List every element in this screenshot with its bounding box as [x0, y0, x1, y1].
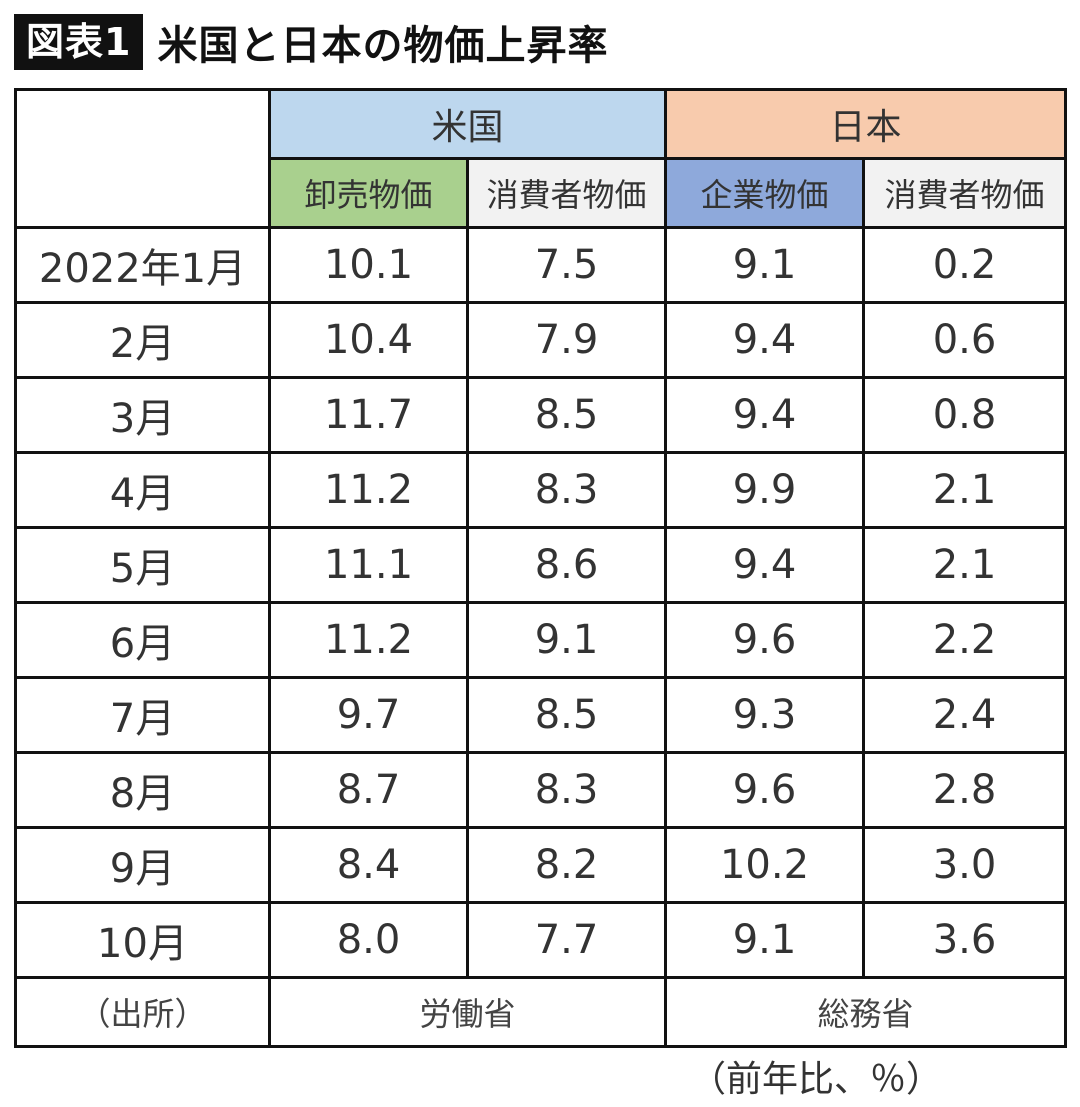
col-header-jp-consumer: 消費者物価: [862, 157, 1068, 229]
cell-us-wholesale: 10.1: [268, 226, 469, 304]
cell-jp-consumer: 0.2: [862, 226, 1068, 304]
cell-jp-consumer: 2.1: [862, 451, 1068, 529]
cell-jp-corporate: 9.4: [664, 301, 866, 379]
cell-jp-corporate: 9.4: [664, 526, 866, 604]
cell-jp-corporate: 9.6: [664, 601, 866, 679]
table-row: 5月 11.1 8.6 9.4 2.1: [14, 526, 1068, 604]
source-us: 労働省: [267, 976, 668, 1048]
cell-jp-consumer: 3.0: [862, 826, 1068, 904]
cell-us-wholesale: 11.2: [268, 601, 469, 679]
cell-us-consumer: 8.3: [465, 751, 668, 829]
cell-jp-consumer: 3.6: [862, 901, 1068, 979]
group-header-jp: 日本: [664, 88, 1068, 160]
row-label: 4月: [14, 451, 271, 529]
row-label: 8月: [14, 751, 271, 829]
corner-cell: [14, 88, 271, 229]
cell-us-consumer: 8.6: [465, 526, 668, 604]
cell-us-consumer: 9.1: [465, 601, 668, 679]
figure-title: 図表1 米国と日本の物価上昇率: [14, 12, 608, 72]
row-label: 2022年1月: [14, 226, 271, 304]
cell-jp-corporate: 9.1: [664, 901, 866, 979]
figure-badge: 図表1: [14, 14, 144, 70]
cell-jp-corporate: 9.1: [664, 226, 866, 304]
row-label: 9月: [14, 826, 271, 904]
cell-us-consumer: 8.5: [465, 376, 668, 454]
price-table: 米国 日本 卸売物価 消費者物価 企業物価 消費者物価 2022年1月 10.1 7…: [14, 88, 1068, 1048]
group-header-row: 米国 日本: [14, 88, 1068, 229]
figure-title-text: 米国と日本の物価上昇率: [157, 23, 609, 69]
cell-jp-corporate: 9.6: [664, 751, 866, 829]
table-row: 2月 10.4 7.9 9.4 0.6: [14, 301, 1068, 379]
cell-us-wholesale: 11.2: [268, 451, 469, 529]
cell-us-wholesale: 8.4: [268, 826, 469, 904]
table-row: 10月 8.0 7.7 9.1 3.6: [14, 901, 1068, 979]
source-jp: 総務省: [664, 976, 1068, 1048]
unit-note: （前年比、％）: [690, 1059, 943, 1100]
table-row: 4月 11.2 8.3 9.9 2.1: [14, 451, 1068, 529]
col-header-us-wholesale: 卸売物価: [268, 157, 469, 229]
group-header-us: 米国: [267, 88, 668, 160]
cell-jp-consumer: 2.2: [862, 601, 1068, 679]
cell-us-consumer: 8.2: [465, 826, 668, 904]
cell-jp-consumer: 0.6: [862, 301, 1068, 379]
table-row: 3月 11.7 8.5 9.4 0.8: [14, 376, 1068, 454]
cell-us-wholesale: 11.1: [268, 526, 469, 604]
cell-us-wholesale: 8.0: [268, 901, 469, 979]
cell-us-consumer: 7.9: [465, 301, 668, 379]
cell-jp-consumer: 2.4: [862, 676, 1068, 754]
cell-us-wholesale: 11.7: [268, 376, 469, 454]
cell-jp-consumer: 2.1: [862, 526, 1068, 604]
cell-jp-corporate: 9.3: [664, 676, 866, 754]
cell-jp-consumer: 0.8: [862, 376, 1068, 454]
table-row: 8月 8.7 8.3 9.6 2.8: [14, 751, 1068, 829]
table-row: 9月 8.4 8.2 10.2 3.0: [14, 826, 1068, 904]
cell-us-wholesale: 8.7: [268, 751, 469, 829]
row-label: 7月: [14, 676, 271, 754]
col-header-jp-corporate: 企業物価: [664, 157, 866, 229]
cell-us-wholesale: 10.4: [268, 301, 469, 379]
cell-us-consumer: 8.3: [465, 451, 668, 529]
cell-jp-corporate: 9.9: [664, 451, 866, 529]
cell-us-consumer: 8.5: [465, 676, 668, 754]
row-label: 2月: [14, 301, 271, 379]
cell-us-wholesale: 9.7: [268, 676, 469, 754]
table-row: 6月 11.2 9.1 9.6 2.2: [14, 601, 1068, 679]
cell-us-consumer: 7.5: [465, 226, 668, 304]
table-row: 2022年1月 10.1 7.5 9.1 0.2: [14, 226, 1068, 304]
table-row: 7月 9.7 8.5 9.3 2.4: [14, 676, 1068, 754]
source-label: （出所）: [14, 976, 271, 1048]
row-label: 5月: [14, 526, 271, 604]
row-label: 6月: [14, 601, 271, 679]
cell-jp-corporate: 10.2: [664, 826, 866, 904]
cell-us-consumer: 7.7: [465, 901, 668, 979]
source-row: （出所） 労働省 総務省: [14, 976, 1068, 1048]
column-header-row: 卸売物価 消費者物価 企業物価 消費者物価: [16, 157, 1068, 229]
col-header-us-consumer: 消費者物価: [465, 157, 668, 229]
cell-jp-corporate: 9.4: [664, 376, 866, 454]
cell-jp-consumer: 2.8: [862, 751, 1068, 829]
row-label: 10月: [14, 901, 271, 979]
row-label: 3月: [14, 376, 271, 454]
